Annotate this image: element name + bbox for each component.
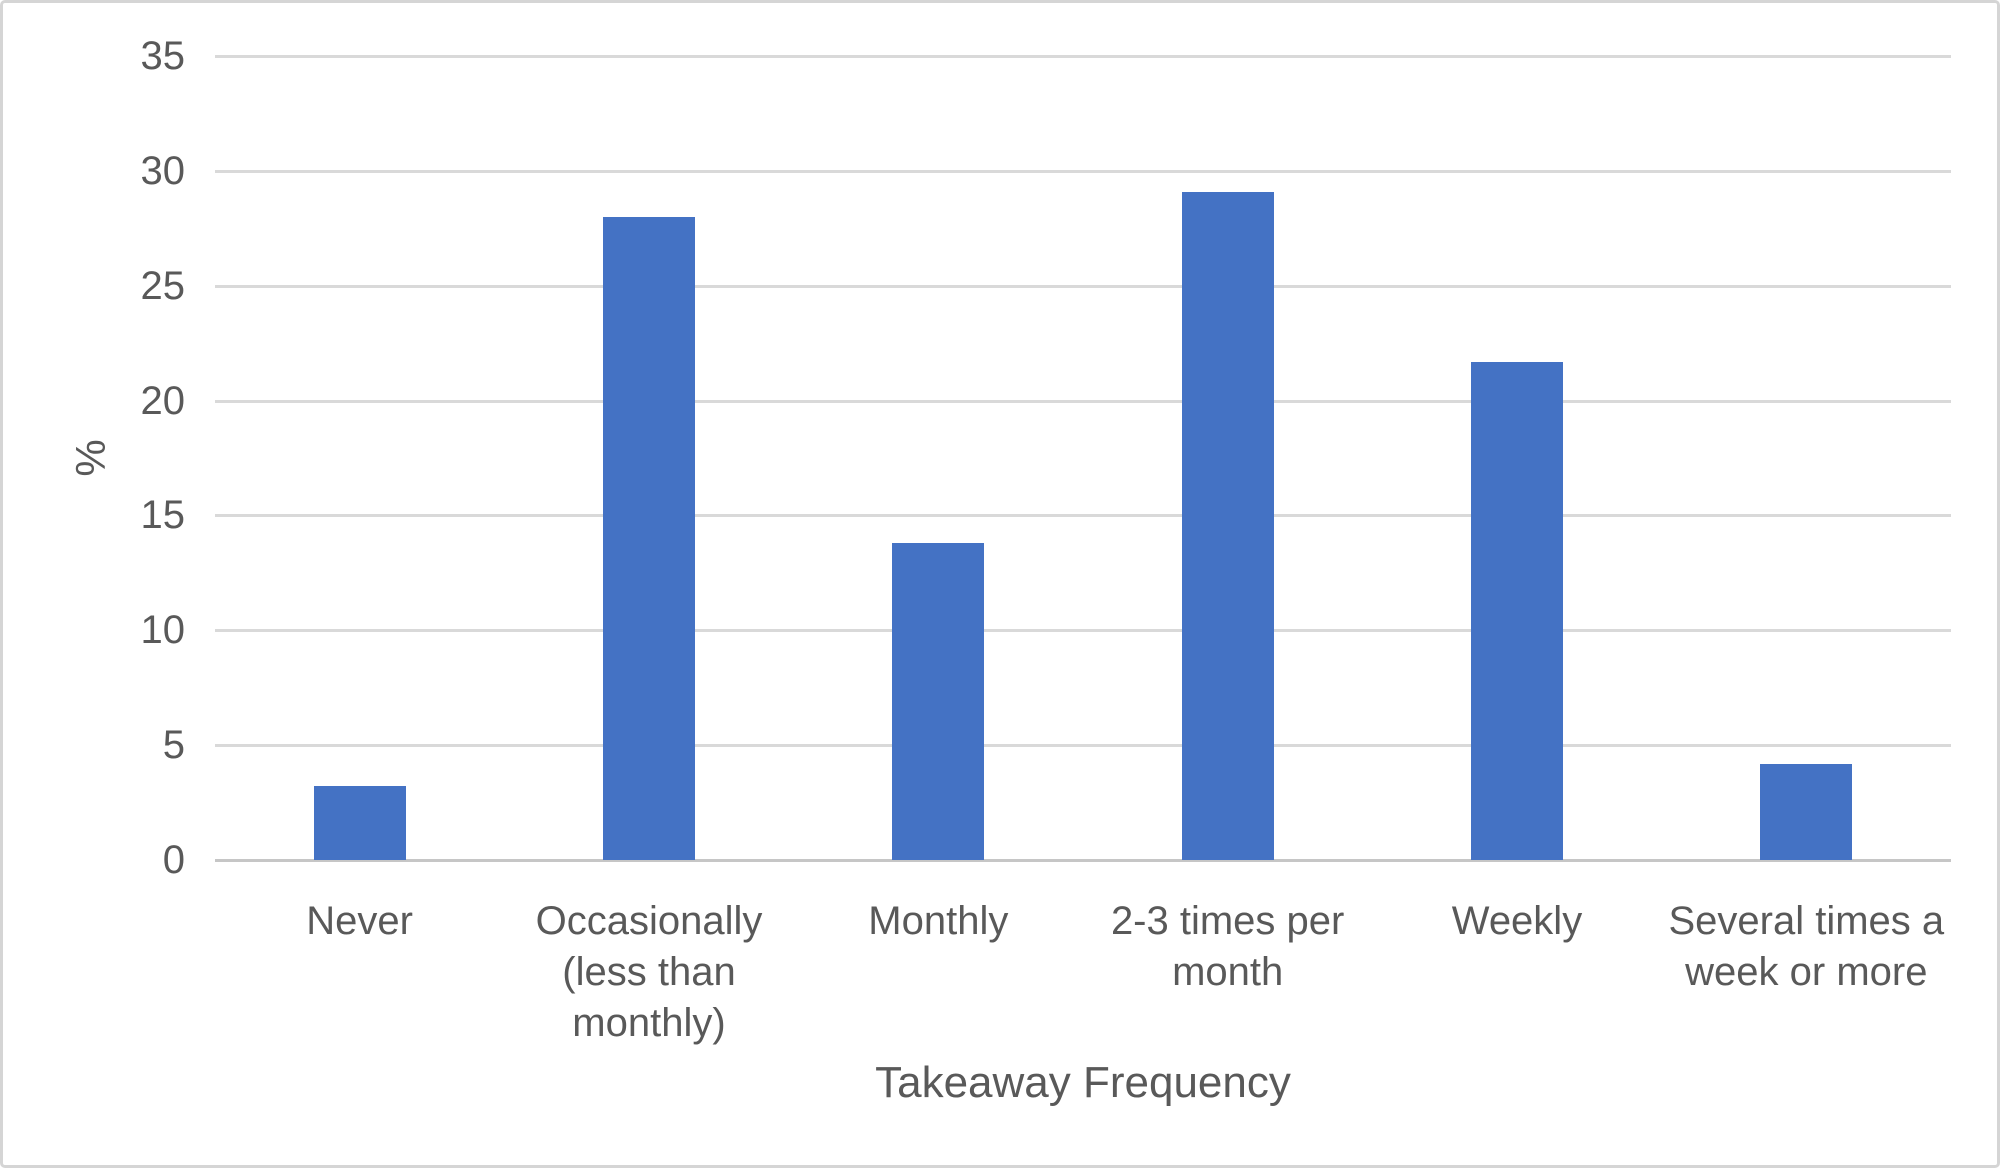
y-tick-label-20: 20 [140, 378, 186, 423]
x-category-label-5: Weekly [1451, 899, 1583, 943]
y-tick-label-10: 10 [140, 608, 186, 653]
gridline-15 [215, 514, 1951, 518]
bar-6 [1760, 763, 1853, 860]
gridline-25 [215, 284, 1951, 288]
x-category-label-2: Occasionally (less than monthly) [535, 899, 763, 1045]
x-category-label-3: Monthly [868, 899, 1009, 943]
y-tick-label-15: 15 [140, 493, 186, 538]
y-tick-label-0: 0 [162, 838, 185, 882]
y-tick-label-35: 35 [140, 34, 186, 78]
y-axis-title: % [67, 439, 114, 477]
x-category-label-6: Several times a week or more [1668, 899, 1945, 994]
gridline-5 [215, 744, 1951, 748]
x-axis-title: Takeaway Frequency [875, 1058, 1291, 1107]
bar-1 [313, 786, 406, 860]
x-category-label-4: 2-3 times per month [1110, 899, 1345, 994]
x-category-label-1: Never [306, 899, 413, 943]
y-tick-label-30: 30 [140, 148, 186, 193]
plot-area: 0 5 10 15 20 25 30 35 Never Occasionally (less t… [3, 3, 1997, 1165]
y-tick-label-25: 25 [140, 263, 186, 308]
x-axis-line [215, 859, 1951, 862]
bar-4 [1181, 191, 1274, 860]
gridline-30 [215, 169, 1951, 173]
y-tick-label-5: 5 [162, 723, 185, 768]
gridline-35 [215, 55, 1951, 58]
bar-5 [1471, 361, 1563, 860]
gridline-10 [215, 629, 1951, 633]
bar-3 [892, 542, 985, 860]
gridline-20 [215, 399, 1951, 403]
bar-2 [603, 216, 695, 860]
